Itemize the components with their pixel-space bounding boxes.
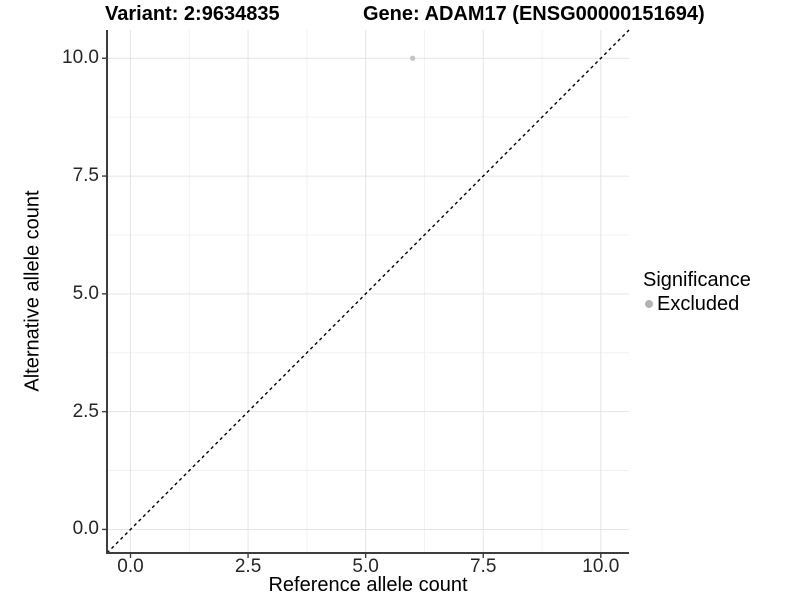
legend-title: Significance <box>643 269 751 291</box>
x-tick-label: 0.0 <box>117 556 144 577</box>
data-point <box>410 55 416 61</box>
x-tick-label: 7.5 <box>469 556 497 577</box>
x-tick-label: 2.5 <box>234 556 262 577</box>
plot-area <box>102 29 630 558</box>
x-tick-label: 10.0 <box>582 556 620 577</box>
y-tick-label: 10.0 <box>62 47 99 69</box>
y-tick-label: 7.5 <box>72 165 99 187</box>
variant-title: Variant: 2:9634835 <box>105 3 280 25</box>
legend-item-excluded: Excluded <box>645 293 751 315</box>
gene-title: Gene: ADAM17 (ENSG00000151694) <box>363 3 705 25</box>
y-tick-label: 5.0 <box>72 282 99 304</box>
plot-panel <box>102 29 630 558</box>
y-tick-label: 2.5 <box>72 400 99 422</box>
x-tick-label: 5.0 <box>352 556 379 577</box>
y-tick-label: 0.0 <box>72 518 99 540</box>
x-axis-title: Reference allele count <box>268 574 468 596</box>
identity-line <box>106 29 630 554</box>
legend: Significance Excluded <box>643 268 751 315</box>
legend-key-dot-icon <box>645 300 653 308</box>
legend-item-label: Excluded <box>657 293 740 315</box>
y-axis-title: Alternative allele count <box>21 190 44 392</box>
